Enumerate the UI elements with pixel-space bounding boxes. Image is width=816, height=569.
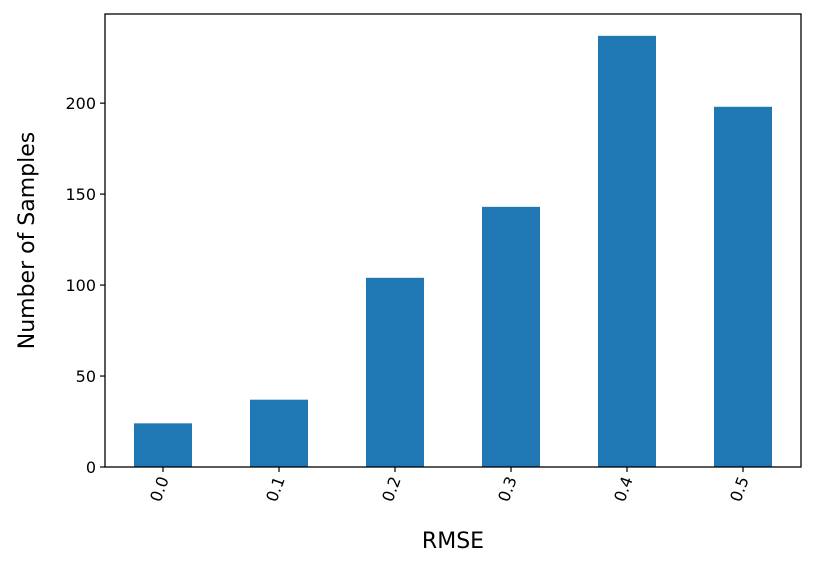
bar-0.3 [482,206,540,467]
bar-0.2 [366,277,424,467]
y-axis-ticks: 0 50 100 150 200 [65,94,105,477]
y-tick-label: 200 [65,94,96,113]
x-tick-label: 0.1 [262,474,289,504]
y-tick-label: 50 [76,367,96,386]
bars-group [134,35,772,467]
x-tick-label: 0.4 [610,474,637,504]
x-tick-label: 0.3 [494,474,521,504]
bar-0.4 [598,35,656,467]
y-tick-label: 100 [65,276,96,295]
x-tick-label: 0.2 [378,474,405,504]
bar-0.5 [714,106,772,467]
x-tick-label: 0.5 [726,474,753,504]
plot-frame [104,13,802,468]
x-axis-ticks: 0.0 0.1 0.2 0.3 0.4 0.5 [146,467,753,504]
y-tick-label: 0 [86,458,96,477]
x-axis-label: RMSE [422,529,484,554]
y-axis-label: Number of Samples [15,132,40,350]
y-tick-label: 150 [65,185,96,204]
bar-0.1 [250,399,308,467]
bar-0.0 [134,423,192,467]
x-tick-label: 0.0 [146,474,173,504]
